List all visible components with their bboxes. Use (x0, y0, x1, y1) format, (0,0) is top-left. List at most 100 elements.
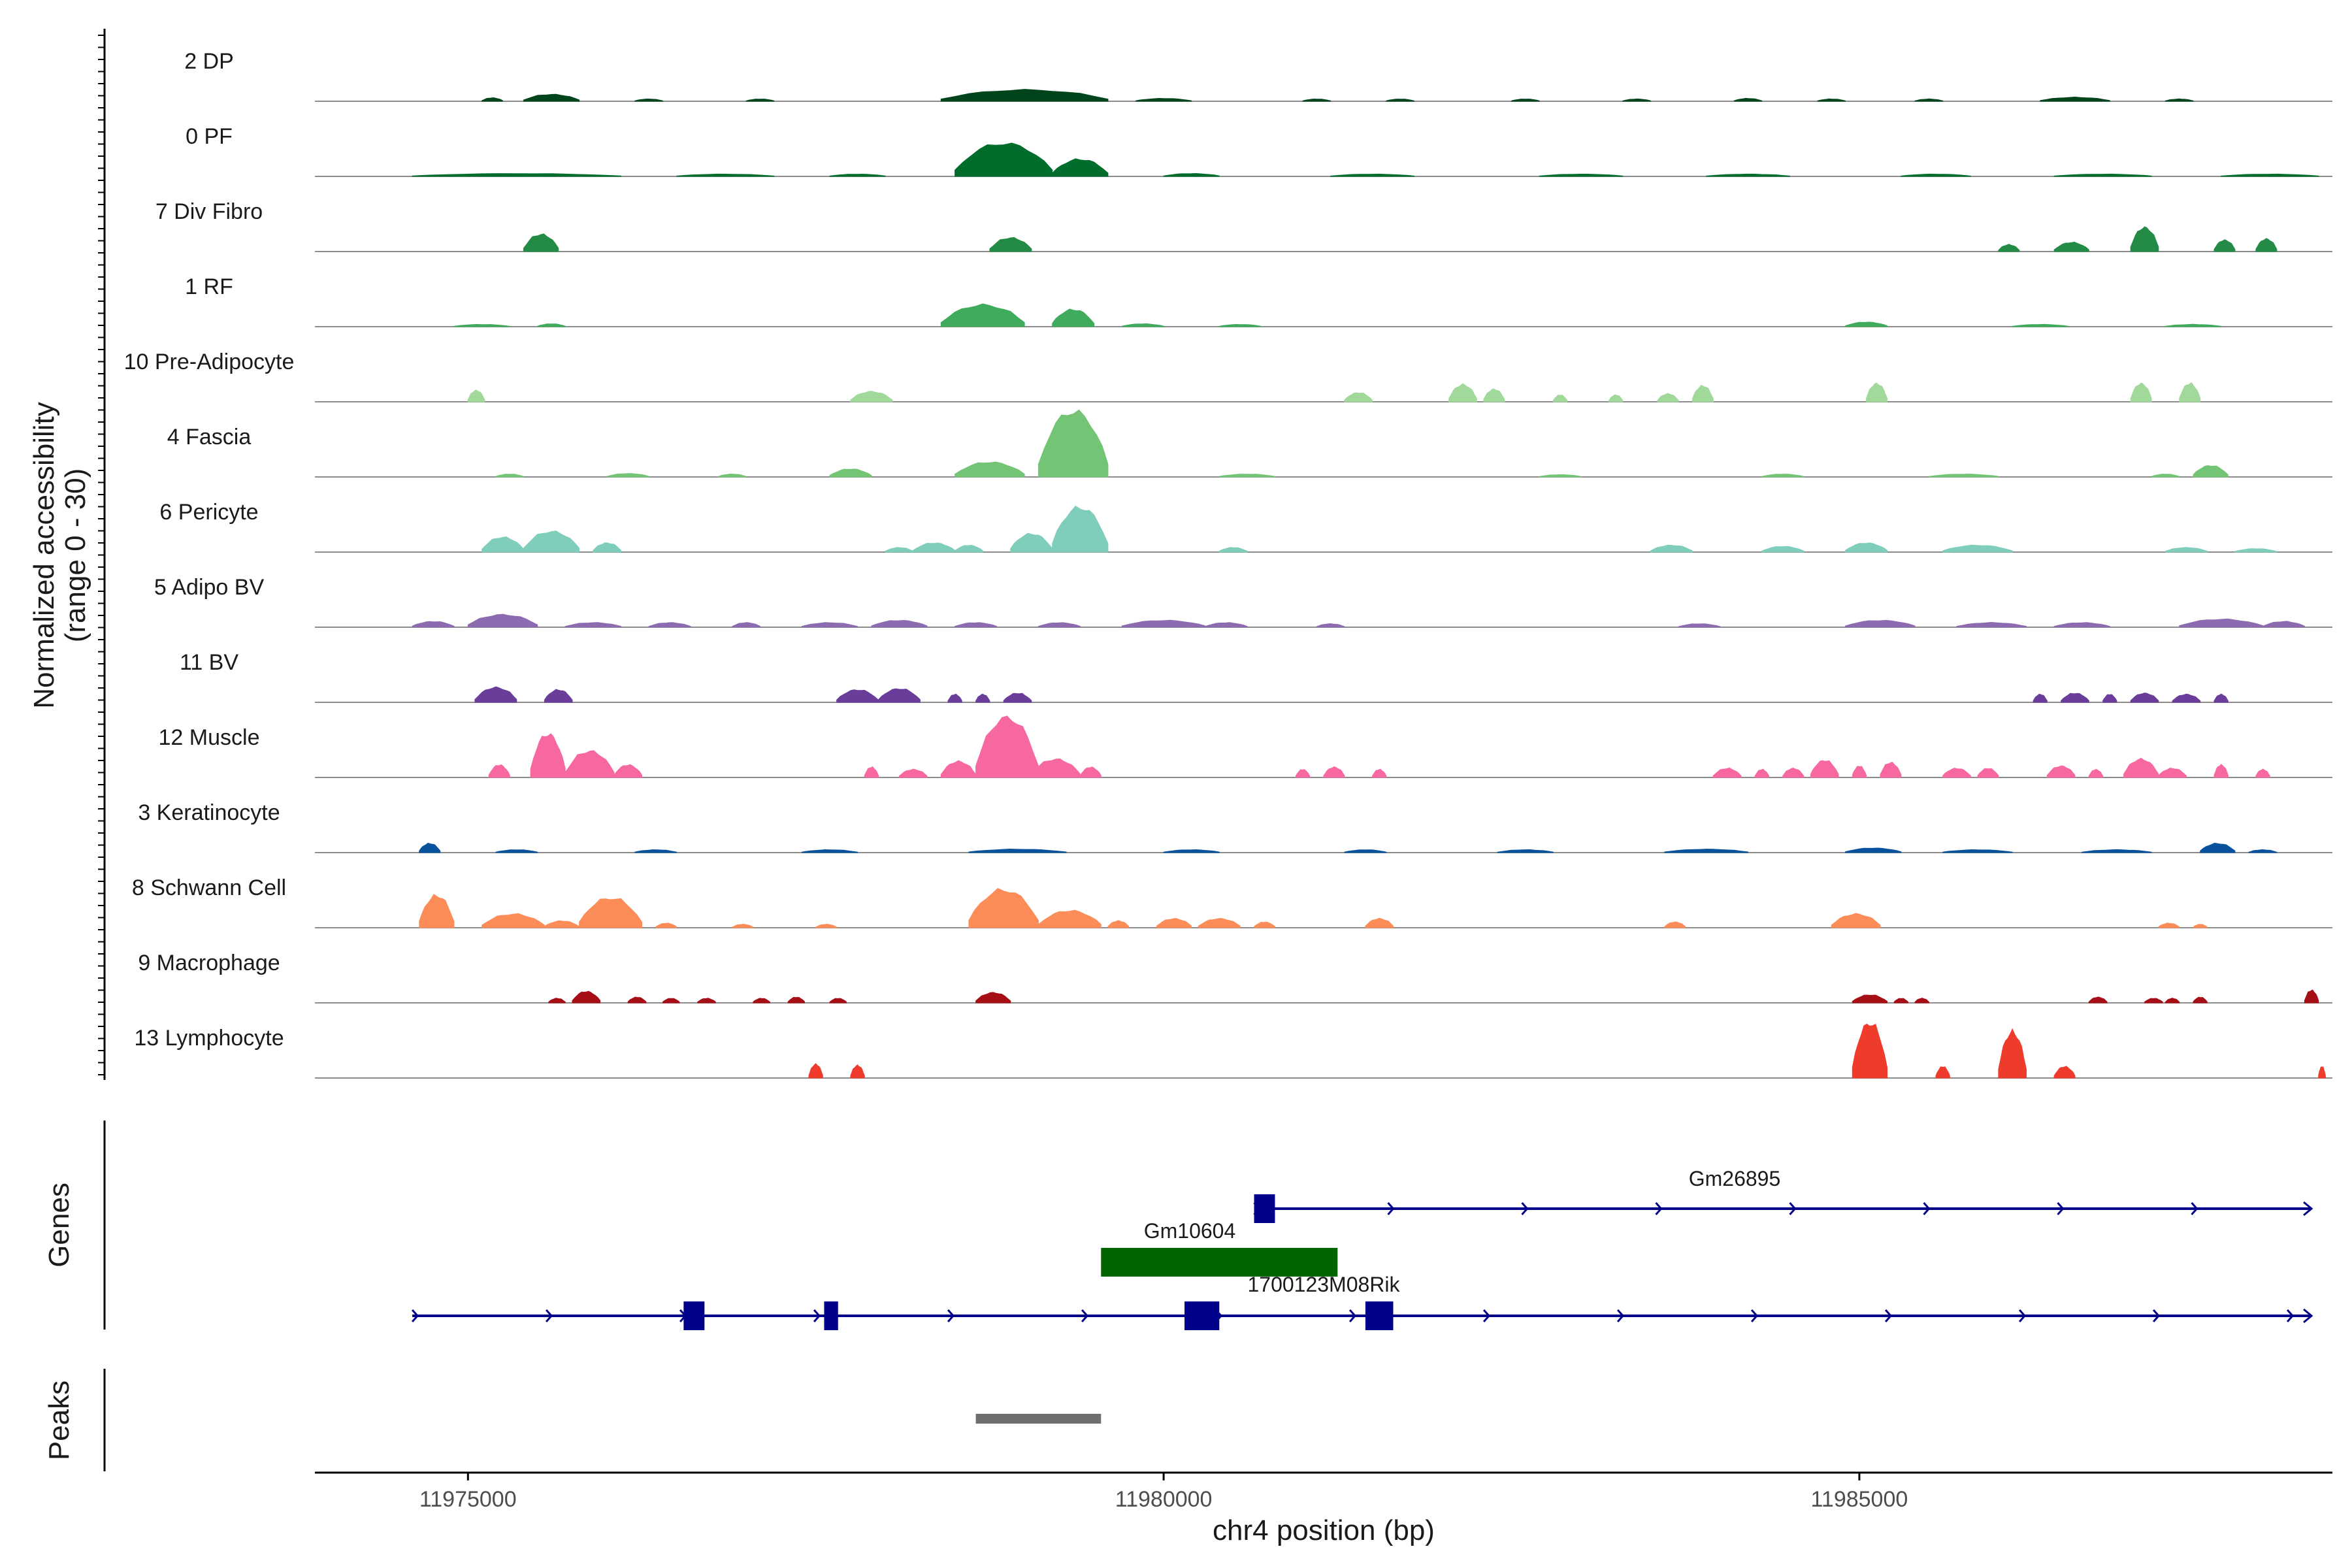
coverage-peak (2248, 849, 2278, 853)
track-label: 0 PF (186, 124, 233, 149)
coverage-peak (1156, 918, 1192, 928)
coverage-peak (2130, 382, 2152, 402)
coverage-peak (2193, 996, 2208, 1004)
coverage-peak (537, 323, 566, 327)
strand-arrow (1750, 1309, 1759, 1322)
coverage-peak (1365, 917, 1394, 928)
coverage-peak (2040, 96, 2110, 102)
coverage-peak (955, 461, 1025, 478)
coverage-peak (564, 622, 621, 628)
strand-arrow (1789, 1202, 1797, 1215)
coverage-peak (488, 764, 510, 778)
coverage-peak (419, 842, 441, 853)
exon (1184, 1301, 1220, 1330)
track-12-muscle: 12 Muscle (159, 715, 2332, 778)
coverage-peak (1866, 382, 1887, 402)
coverage-peak (655, 923, 678, 928)
coverage-peak (1052, 505, 1109, 553)
coverage-peak (544, 689, 573, 703)
coverage-peak (613, 764, 642, 778)
coverage-tracks: 2 DP 0 PF 7 Div Fibro 1 RF 10 Pre-Adipocyte 4… (124, 49, 2332, 1079)
coverage-peak (878, 688, 921, 703)
coverage-peak (676, 173, 775, 177)
coverage-peak (1845, 847, 1902, 853)
coverage-peak (1539, 474, 1582, 478)
coverage-peak (753, 998, 770, 1004)
coverage-peak (1539, 174, 1624, 177)
coverage-peak (544, 920, 580, 928)
coverage-peak (732, 924, 754, 928)
coverage-peak (1880, 762, 1902, 778)
coverage-peak (871, 619, 928, 628)
coverage-peak (1121, 619, 1206, 628)
coverage-peak (1942, 544, 2013, 553)
coverage-peak (940, 760, 977, 778)
coverage-peak (1135, 97, 1192, 102)
coverage-peak (453, 323, 510, 327)
coverage-peak (1218, 547, 1248, 553)
track-label: 10 Pre-Adipocyte (124, 350, 295, 374)
coverage-peak (732, 622, 760, 628)
coverage-peak (2193, 924, 2208, 928)
coverage-peak (523, 233, 559, 252)
track-label: 9 Macrophage (138, 951, 280, 975)
coverage-peak (1037, 622, 1081, 628)
coverage-peak (1901, 173, 1971, 177)
strand-arrow (1482, 1309, 1491, 1322)
coverage-peak (975, 715, 1039, 778)
coverage-peak (1845, 542, 1887, 553)
coverage-peak (2179, 618, 2263, 628)
coverage-peak (850, 1064, 865, 1079)
coverage-peak (968, 848, 1067, 853)
coverage-peak (2130, 693, 2159, 703)
coverage-peak (989, 237, 1032, 252)
exon (1254, 1194, 1275, 1223)
coverage-peak (2046, 765, 2076, 778)
track-label: 11 BV (180, 650, 238, 675)
coverage-peak (955, 544, 983, 553)
coverage-peak (1448, 383, 1477, 402)
strand-arrow (1387, 1202, 1395, 1215)
coverage-peak (1810, 760, 1839, 778)
coverage-peak (2144, 998, 2163, 1004)
x-tick-label: 11975000 (419, 1487, 517, 1512)
coverage-peak (2053, 1066, 2076, 1079)
gene-body (1101, 1248, 1338, 1277)
coverage-peak (2255, 238, 2278, 252)
coverage-peak (579, 898, 642, 928)
coverage-peak (548, 998, 566, 1004)
coverage-peak (1052, 158, 1109, 177)
coverage-peak (1079, 766, 1102, 778)
exon (1365, 1301, 1394, 1330)
coverage-peak (1914, 998, 1929, 1004)
coverage-peak (1678, 623, 1721, 628)
coverage-peak (2179, 382, 2201, 402)
track-label: 12 Muscle (159, 725, 260, 750)
coverage-peak (913, 542, 956, 553)
coverage-peak (2158, 767, 2187, 778)
coverage-peak (2082, 849, 2152, 853)
coverage-peak (1295, 769, 1311, 778)
genes-track: Gm26895 Gm10604 1700123M08Rik (411, 1167, 2313, 1330)
coverage-peak (1609, 394, 1624, 402)
strand-arrow (545, 1309, 553, 1322)
exon (683, 1301, 705, 1330)
gene-label: 1700123M08Rik (1247, 1273, 1400, 1296)
coverage-peak (808, 1063, 823, 1079)
coverage-peak (2151, 474, 2180, 478)
coverage-peak (2053, 622, 2110, 628)
coverage-peak (1845, 619, 1916, 628)
coverage-peak (1761, 474, 1805, 478)
x-axis-title: chr4 position (bp) (1213, 1514, 1435, 1546)
coverage-peak (2053, 241, 2089, 252)
coverage-peak (1037, 909, 1102, 928)
coverage-peak (1977, 768, 1999, 778)
coverage-peak (1205, 622, 1248, 628)
coverage-peak (829, 173, 886, 177)
coverage-peak (787, 996, 806, 1004)
coverage-peak (523, 531, 580, 553)
genes-panel-title: Genes (43, 1183, 75, 1267)
strand-arrow (2152, 1309, 2161, 1322)
strand-arrow (2286, 1309, 2295, 1322)
